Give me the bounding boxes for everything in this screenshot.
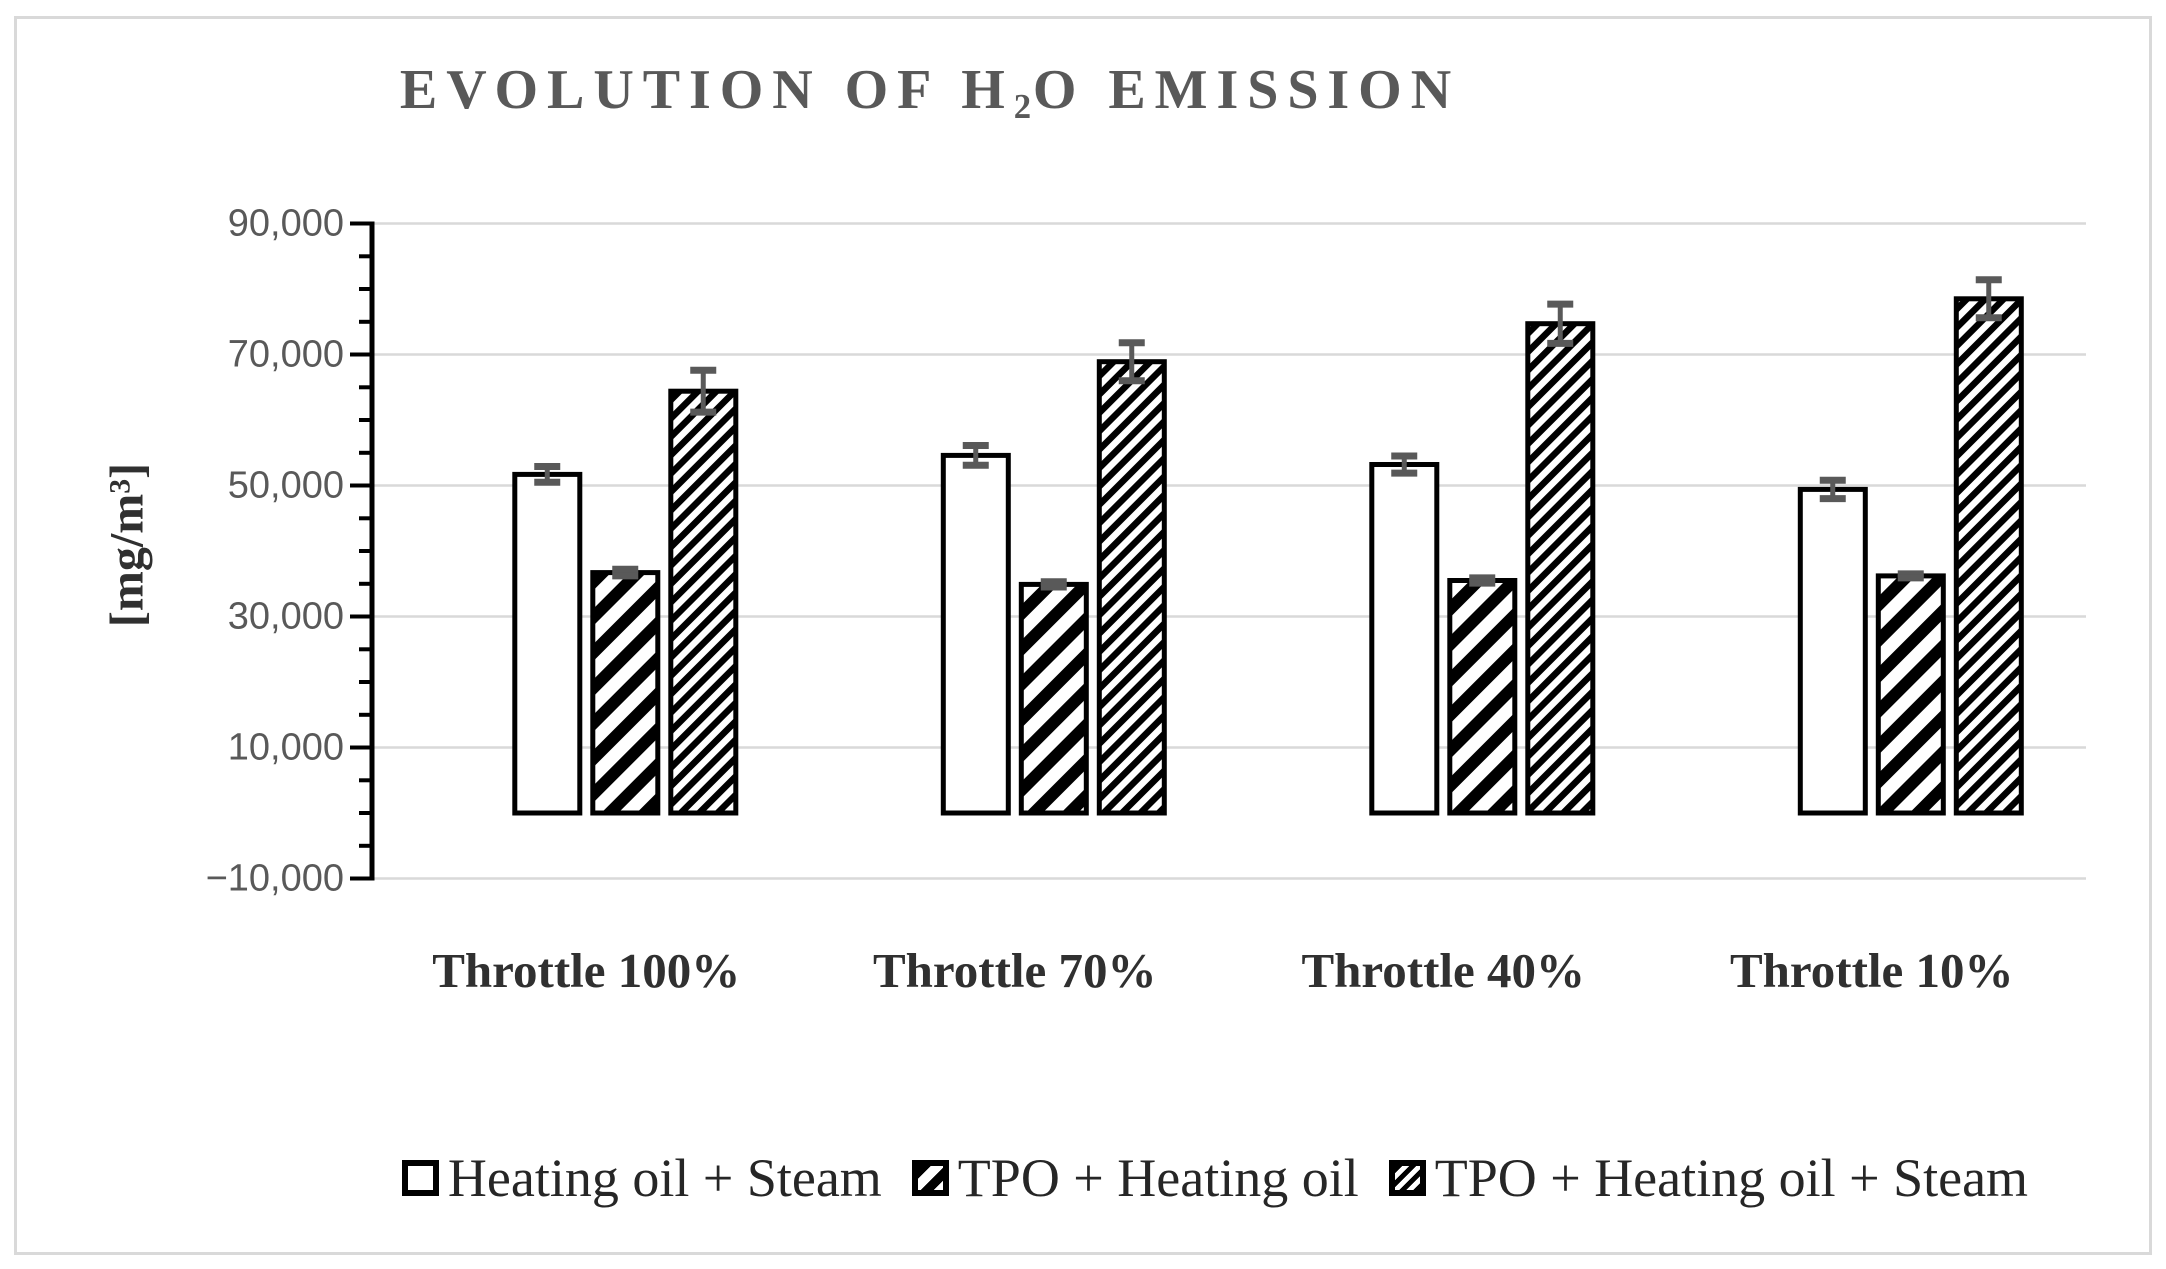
error-bar (1391, 452, 1418, 477)
legend-item: Heating oil + Steam (401, 1147, 882, 1209)
y-tick-label: 90,000 (227, 202, 344, 244)
x-category-label: Throttle 40% (1301, 943, 1586, 998)
y-tick-label: 50,000 (227, 464, 344, 506)
chart-title-text-end: O EMISSION (1032, 59, 1461, 121)
bar (1096, 359, 1167, 816)
bar (668, 388, 739, 816)
chart-title-text: EVOLUTION OF H (399, 59, 1014, 121)
bar (1797, 486, 1868, 816)
y-tick-label: 10,000 (227, 726, 344, 768)
error-bar (1040, 578, 1067, 591)
y-tick-label: −10,000 (205, 857, 344, 899)
error-bar (612, 565, 639, 580)
legend-swatch-diagonal-stripe-wide (911, 1160, 949, 1196)
legend-swatch-outline-white (401, 1160, 439, 1196)
x-category-label: Throttle 100% (432, 943, 741, 998)
bar (1875, 573, 1946, 816)
error-bar (1819, 476, 1846, 503)
bar (1018, 581, 1089, 816)
bar (1369, 462, 1440, 816)
bar (1525, 321, 1596, 816)
legend-label: TPO + Heating oil + Steam (1434, 1148, 2029, 1208)
y-tick-label: 70,000 (227, 333, 344, 375)
x-category-label: Throttle 70% (872, 943, 1157, 998)
y-tick-label: 30,000 (227, 595, 344, 637)
bar (1953, 296, 2024, 816)
error-bar (1975, 276, 2002, 322)
legend-label: TPO + Heating oil (957, 1148, 1359, 1208)
error-bar (1547, 300, 1574, 347)
bar (512, 471, 583, 816)
error-bar (1897, 570, 1924, 582)
legend-label: Heating oil + Steam (447, 1148, 882, 1208)
error-bar (962, 442, 989, 469)
chart-title: EVOLUTION OF H2O EMISSION (230, 58, 1630, 126)
error-bar (534, 463, 561, 486)
bar (1447, 578, 1518, 816)
legend-swatch-diagonal-stripe-dense (1388, 1160, 1426, 1196)
x-category-label: Throttle 10% (1729, 943, 2014, 998)
legend-item: TPO + Heating oil (911, 1147, 1359, 1209)
chart-title-subscript: 2 (1013, 86, 1033, 126)
error-bar (690, 366, 717, 416)
chart-legend: Heating oil + Steam TPO + Heating oil TPO … (290, 1128, 2140, 1228)
bar (590, 570, 661, 816)
error-bar (1118, 339, 1145, 385)
error-bar (1469, 574, 1496, 587)
legend-item: TPO + Heating oil + Steam (1388, 1147, 2029, 1209)
bar (940, 452, 1011, 816)
